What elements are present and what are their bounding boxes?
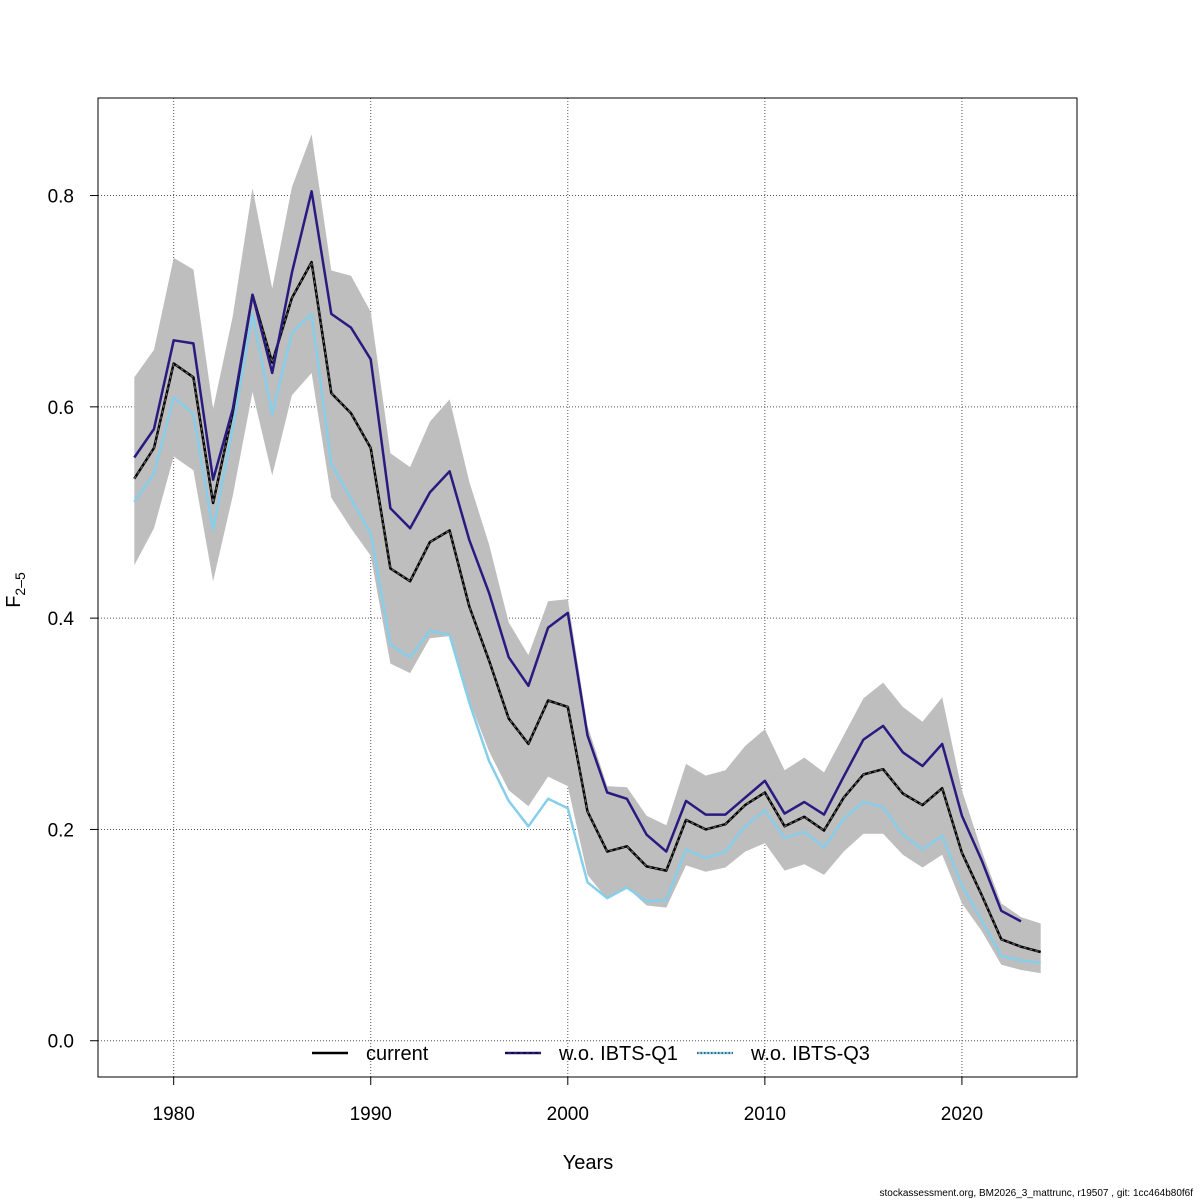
x-tick-label: 2020 <box>941 1104 983 1125</box>
x-axis: 1980 1990 2000 2010 2020 <box>153 1077 983 1125</box>
confidence-band <box>134 134 1041 974</box>
y-axis-label-subscript: 2–5 <box>12 572 28 596</box>
x-axis-label: Years <box>563 1152 613 1174</box>
x-tick-label: 1980 <box>153 1104 195 1125</box>
plot-frame <box>97 97 1078 1078</box>
footer-credit: stockassessment.org, BM2026_3_mattrunc, … <box>879 1188 1193 1199</box>
legend-label-current: current <box>366 1043 429 1065</box>
y-axis: 0.0 0.2 0.4 0.6 0.8 <box>48 187 98 1053</box>
legend: current w.o. IBTS-Q1 w.o. IBTS-Q3 <box>312 1043 870 1065</box>
series-line-w-o-ibts-q3 <box>133 312 1041 964</box>
series-lines <box>133 190 1042 964</box>
y-axis-label: F2–5 <box>3 572 28 608</box>
x-tick-label: 2010 <box>744 1104 786 1125</box>
legend-label-q3: w.o. IBTS-Q3 <box>750 1043 870 1065</box>
y-axis-label-main: F <box>3 596 25 608</box>
x-tick-label: 2000 <box>547 1104 589 1125</box>
svg-text:F2–5: F2–5 <box>3 572 28 608</box>
y-tick-label: 0.2 <box>48 820 74 841</box>
x-tick-label: 1990 <box>350 1104 392 1125</box>
y-tick-label: 0.4 <box>48 609 75 630</box>
series-line-w-o-ibts-q1 <box>133 190 1022 923</box>
y-tick-label: 0.6 <box>48 398 74 419</box>
series-line-current-overlay <box>133 261 1041 953</box>
y-tick-label: 0.8 <box>48 187 74 208</box>
legend-label-q1: w.o. IBTS-Q1 <box>558 1043 678 1065</box>
y-tick-label: 0.0 <box>48 1032 74 1053</box>
